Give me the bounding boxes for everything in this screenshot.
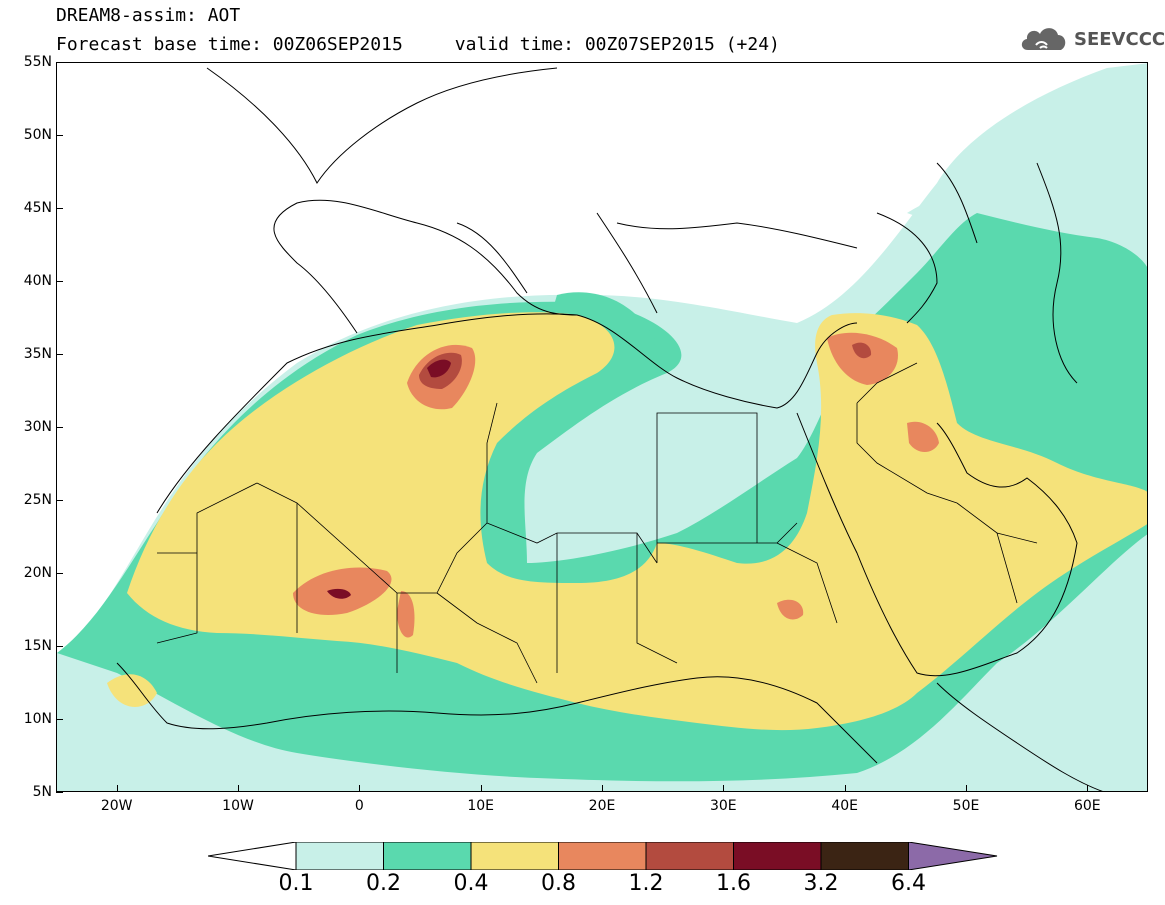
longitude-tick [359,785,361,792]
latitude-label: 35N [23,346,52,362]
forecast-times: Forecast base time: 00Z06SEP2015 valid ti… [56,35,780,55]
latitude-tick [56,792,63,793]
longitude-label: 30E [709,798,737,814]
latitude-label: 20N [23,565,52,581]
colorbar-label: 0.1 [278,871,314,896]
map-title: DREAM8-assim: AOT [56,5,241,26]
latitude-tick [56,62,63,63]
latitude-tick [56,281,63,282]
colorbar-swatch-0-8 [558,842,647,870]
colorbar-swatch-0-1 [295,842,384,870]
colorbar-swatch-3-2 [820,842,909,870]
seevccc-logo: SEEVCCC [1018,22,1165,56]
longitude-label: 10W [222,798,254,814]
aot-band-1-6 [327,359,451,599]
latitude-label: 50N [23,127,52,143]
aot-map [56,62,1148,792]
longitude-tick [480,785,482,792]
colorbar-label: 6.4 [891,871,926,896]
longitude-tick [238,785,239,792]
latitude-label: 40N [23,273,52,289]
colorbar-label: 1.2 [628,871,664,896]
latitude-label: 55N [23,54,52,70]
longitude-label: 10E [467,798,494,814]
latitude-label: 10N [23,711,52,727]
longitude-tick [1087,785,1089,792]
latitude-tick [56,573,63,574]
longitude-tick [844,785,846,792]
base-time: Forecast base time: 00Z06SEP2015 [56,34,403,55]
valid-time: valid time: 00Z07SEP2015 (+24) [454,34,780,55]
colorbar-label: 1.6 [716,871,751,896]
aot-colorbar [208,842,998,870]
logo-text: SEEVCCC [1074,28,1165,50]
colorbar-swatch-0-2 [383,842,472,870]
latitude-tick [56,208,63,209]
colorbar-label: 3.2 [803,871,839,896]
coastlines [116,67,1103,791]
colorbar-swatch-1-6 [733,842,822,870]
colorbar-label: 0.8 [541,871,576,896]
latitude-tick [56,719,63,720]
colorbar-swatch-0-4 [470,842,559,870]
longitude-label: 0 [354,798,364,814]
colorbar-label: 0.2 [366,871,401,896]
colorbar-upper-extension [908,842,998,870]
colorbar-lower-extension [208,842,297,870]
aot-band-0-4 [107,312,1147,731]
longitude-tick [966,785,967,792]
longitude-label: 60E [1073,798,1101,814]
longitude-tick [116,785,118,792]
borders [156,362,1038,684]
longitude-label: 40E [831,798,858,814]
latitude-label: 15N [23,638,52,654]
map-canvas [57,63,1147,791]
longitude-label: 20E [588,798,616,814]
cloud-icon [1021,28,1066,50]
latitude-tick [56,646,63,647]
latitude-label: 45N [23,200,52,216]
latitude-tick [56,500,63,501]
colorbar-swatch-1-2 [645,842,734,870]
longitude-tick [723,785,725,792]
longitude-tick [602,785,603,792]
colorbar-label: 0.4 [453,871,489,896]
latitude-tick [56,354,63,355]
latitude-label: 5N [32,784,52,800]
latitude-tick [56,427,63,428]
longitude-label: 20W [100,798,133,814]
latitude-tick [56,135,63,136]
latitude-label: 30N [23,419,52,435]
longitude-label: 50E [952,798,980,814]
latitude-label: 25N [23,492,52,508]
